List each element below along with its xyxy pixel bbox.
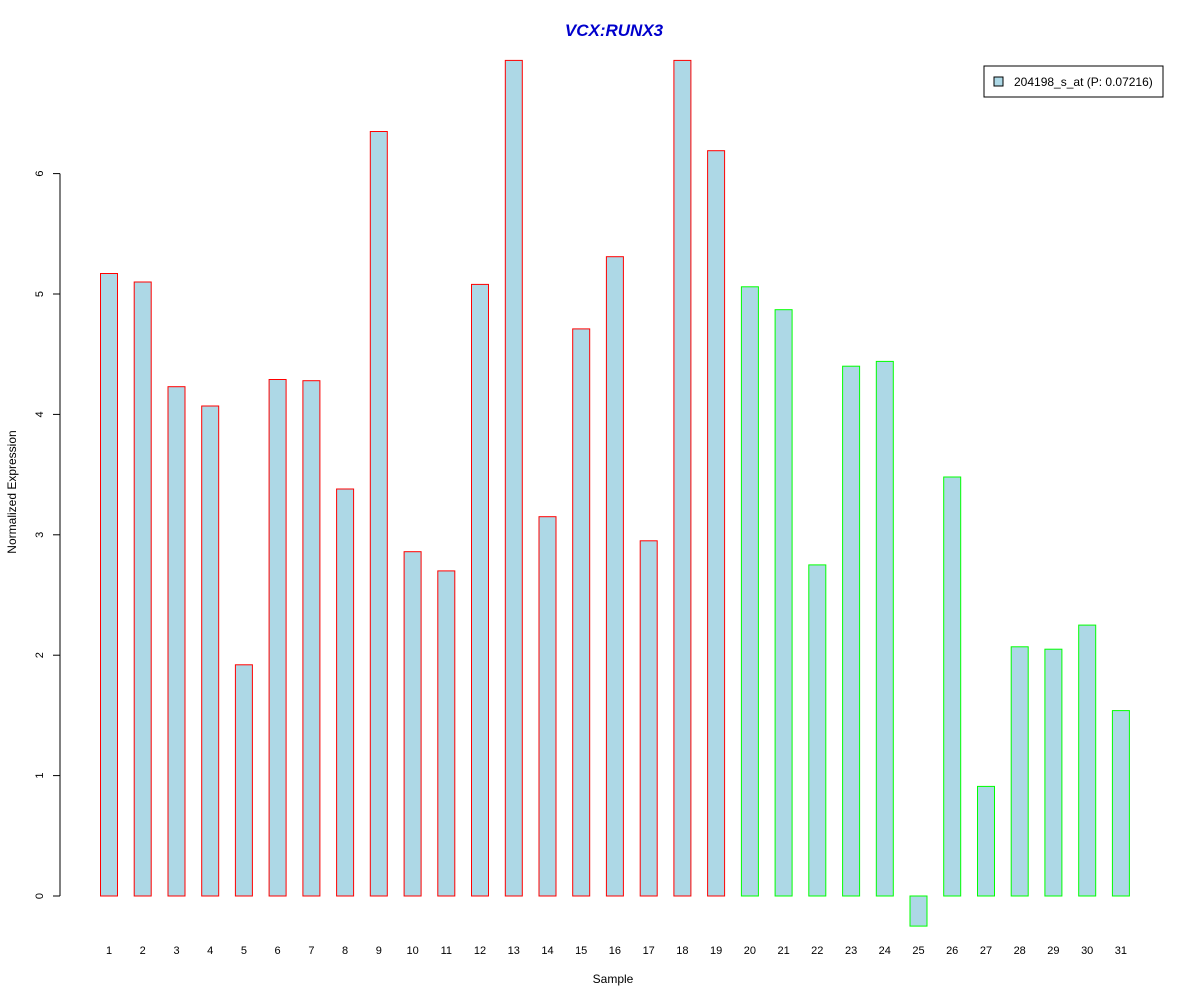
bar-sample-6 — [268, 379, 287, 897]
y-tick-label: 1 — [34, 773, 46, 779]
x-tick-label: 7 — [308, 945, 314, 957]
bar-sample-27 — [977, 785, 995, 897]
bar-sample-11 — [437, 570, 456, 897]
x-tick-label: 1 — [106, 945, 112, 957]
bar-sample-1 — [100, 273, 118, 897]
bar-sample-24 — [875, 360, 894, 897]
bar-sample-9 — [369, 131, 388, 897]
x-tick-label: 13 — [508, 945, 520, 957]
legend: 204198_s_at (P: 0.07216) — [983, 65, 1164, 98]
bar-sample-29 — [1044, 648, 1063, 897]
bar-sample-23 — [842, 365, 861, 897]
bar-sample-20 — [740, 286, 759, 897]
bar-sample-31 — [1111, 710, 1130, 897]
bar-sample-2 — [133, 281, 152, 897]
bar-sample-5 — [234, 664, 253, 897]
bar-sample-17 — [639, 540, 658, 897]
x-tick-label: 5 — [241, 945, 247, 957]
legend-box — [983, 65, 1164, 98]
bar-sample-12 — [471, 283, 489, 897]
bar-sample-4 — [201, 405, 220, 897]
y-tick-label: 5 — [34, 291, 46, 297]
y-tick-label: 0 — [34, 893, 46, 899]
bar-sample-26 — [943, 476, 962, 897]
legend-label: 204198_s_at (P: 0.07216) — [1014, 75, 1153, 89]
x-tick-label: 28 — [1014, 945, 1026, 957]
bar-sample-18 — [673, 59, 692, 897]
bar-sample-7 — [302, 380, 321, 897]
x-tick-label: 21 — [777, 945, 789, 957]
bar-sample-30 — [1078, 624, 1097, 897]
x-tick-label: 15 — [575, 945, 587, 957]
x-axis-label: Sample — [593, 972, 634, 986]
bar-sample-13 — [504, 59, 523, 897]
x-tick-label: 22 — [811, 945, 823, 957]
x-tick-label: 30 — [1081, 945, 1093, 957]
bars — [100, 59, 1130, 927]
bar-sample-14 — [538, 516, 557, 897]
chart-title: VCX:RUNX3 — [565, 21, 664, 40]
x-tick-label: 18 — [676, 945, 688, 957]
bar-sample-28 — [1010, 646, 1029, 897]
y-axis-label: Normalized Expression — [5, 430, 19, 553]
bar-sample-16 — [605, 256, 624, 897]
x-tick-label: 25 — [912, 945, 924, 957]
y-tick-label: 3 — [34, 532, 46, 538]
legend-swatch — [993, 76, 1004, 87]
x-tick-label: 3 — [173, 945, 179, 957]
x-tick-label: 2 — [140, 945, 146, 957]
x-tick-label: 20 — [744, 945, 756, 957]
x-tick-label: 31 — [1115, 945, 1127, 957]
x-tick-label: 29 — [1047, 945, 1059, 957]
x-tick-label: 17 — [643, 945, 655, 957]
bar-sample-15 — [572, 328, 591, 897]
bar-sample-19 — [707, 150, 726, 897]
bar-sample-8 — [336, 488, 355, 897]
x-tick-label: 19 — [710, 945, 722, 957]
y-tick-label: 2 — [34, 652, 46, 658]
y-tick-label: 6 — [34, 171, 46, 177]
x-tick-label: 9 — [376, 945, 382, 957]
x-tick-label: 23 — [845, 945, 857, 957]
x-tick-label: 6 — [275, 945, 281, 957]
bar-sample-22 — [808, 564, 827, 897]
bar-sample-10 — [403, 551, 422, 897]
x-tick-label: 24 — [879, 945, 891, 957]
x-tick-label: 12 — [474, 945, 486, 957]
y-tick-label: 4 — [34, 411, 46, 417]
x-tick-label: 4 — [207, 945, 213, 957]
x-tick-label: 26 — [946, 945, 958, 957]
x-tick-labels: 1 2 3 4 5 6 7 8 9 10 11 12 13 14 15 16 17 18 19 20 21 22 23 24 2… — [106, 945, 1127, 957]
x-tick-label: 11 — [441, 945, 452, 957]
x-tick-label: 27 — [980, 945, 992, 957]
y-axis: 0 1 2 3 4 5 6 — [34, 171, 61, 899]
x-tick-label: 10 — [406, 945, 418, 957]
bar-sample-3 — [167, 386, 186, 897]
bar-sample-25 — [909, 895, 928, 927]
bar-sample-21 — [774, 309, 793, 897]
x-tick-label: 16 — [609, 945, 621, 957]
x-tick-label: 14 — [541, 945, 553, 957]
x-tick-label: 8 — [342, 945, 348, 957]
